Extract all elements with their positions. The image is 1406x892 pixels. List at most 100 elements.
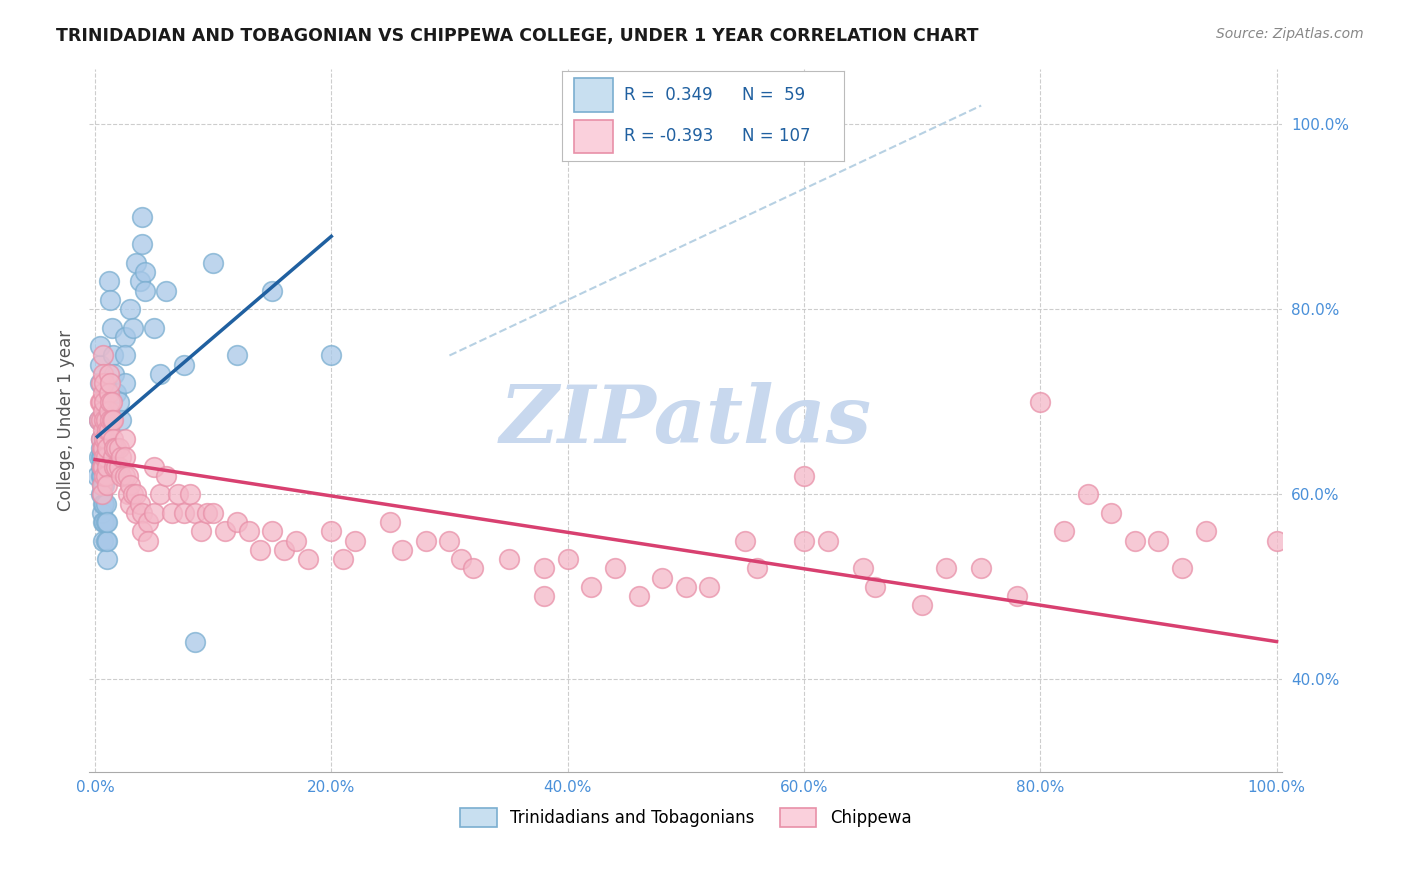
Point [87, 413, 110, 427]
Point [184, 635, 207, 649]
Point [120, 497, 142, 511]
Point [321, 524, 343, 539]
Point [94, 468, 117, 483]
Point [91, 423, 114, 437]
Point [98, 293, 121, 307]
FancyBboxPatch shape [574, 120, 613, 153]
Text: Source: ZipAtlas.com: Source: ZipAtlas.com [1216, 27, 1364, 41]
Point [1005, 589, 1028, 603]
Point [91, 487, 114, 501]
Point [91, 367, 114, 381]
Point [90, 459, 112, 474]
Point [89, 394, 111, 409]
Text: TRINIDADIAN AND TOBAGONIAN VS CHIPPEWA COLLEGE, UNDER 1 YEAR CORRELATION CHART: TRINIDADIAN AND TOBAGONIAN VS CHIPPEWA C… [56, 27, 979, 45]
Point [105, 441, 128, 455]
Point [131, 524, 153, 539]
Point [1147, 533, 1170, 548]
Point [91, 441, 114, 455]
Text: N = 107: N = 107 [742, 128, 811, 145]
Point [1265, 533, 1288, 548]
Point [91, 441, 114, 455]
Point [225, 515, 247, 529]
Point [675, 580, 697, 594]
Point [91, 450, 114, 465]
Text: R =  0.349: R = 0.349 [624, 87, 713, 104]
Point [93, 478, 115, 492]
Point [173, 358, 195, 372]
Point [461, 561, 484, 575]
Point [89, 376, 111, 391]
Point [533, 561, 555, 575]
Point [114, 376, 136, 391]
Point [1099, 506, 1122, 520]
Point [86, 468, 108, 483]
Point [98, 413, 121, 427]
Point [98, 367, 121, 381]
Point [149, 367, 172, 381]
Point [332, 552, 354, 566]
Point [98, 423, 121, 437]
Point [1029, 394, 1052, 409]
Point [125, 506, 148, 520]
Point [94, 533, 117, 548]
Point [911, 599, 934, 613]
Point [90, 394, 112, 409]
Point [202, 506, 225, 520]
Point [343, 533, 366, 548]
Point [262, 524, 284, 539]
Point [114, 432, 136, 446]
Point [94, 497, 117, 511]
Point [970, 561, 993, 575]
Point [107, 441, 129, 455]
Point [125, 487, 148, 501]
Point [91, 459, 114, 474]
Point [143, 459, 166, 474]
Point [249, 542, 271, 557]
Point [93, 413, 115, 427]
Point [450, 552, 472, 566]
Point [98, 275, 121, 289]
Point [98, 394, 121, 409]
Point [91, 497, 114, 511]
Point [745, 561, 768, 575]
Point [190, 524, 212, 539]
Point [284, 533, 307, 548]
Point [734, 533, 756, 548]
Point [91, 506, 114, 520]
Point [93, 376, 115, 391]
Point [863, 580, 886, 594]
Point [90, 376, 112, 391]
Point [103, 441, 125, 455]
Point [557, 552, 579, 566]
Point [105, 385, 128, 400]
Point [160, 506, 183, 520]
Y-axis label: College, Under 1 year: College, Under 1 year [58, 330, 75, 511]
Point [121, 320, 143, 334]
Point [103, 459, 125, 474]
Point [817, 533, 839, 548]
Point [98, 376, 121, 391]
Point [101, 349, 124, 363]
Point [202, 256, 225, 270]
Point [105, 459, 128, 474]
Point [195, 506, 218, 520]
Point [93, 394, 115, 409]
Point [262, 284, 284, 298]
Point [93, 468, 115, 483]
Point [100, 320, 122, 334]
Point [125, 256, 148, 270]
Point [90, 487, 112, 501]
Point [117, 468, 139, 483]
Point [149, 487, 172, 501]
Point [101, 450, 124, 465]
Point [627, 589, 650, 603]
Point [91, 385, 114, 400]
Point [120, 302, 142, 317]
Point [173, 506, 195, 520]
Point [93, 515, 115, 529]
Point [166, 487, 188, 501]
Point [110, 413, 132, 427]
Point [93, 432, 115, 446]
Point [90, 432, 112, 446]
Point [114, 450, 136, 465]
